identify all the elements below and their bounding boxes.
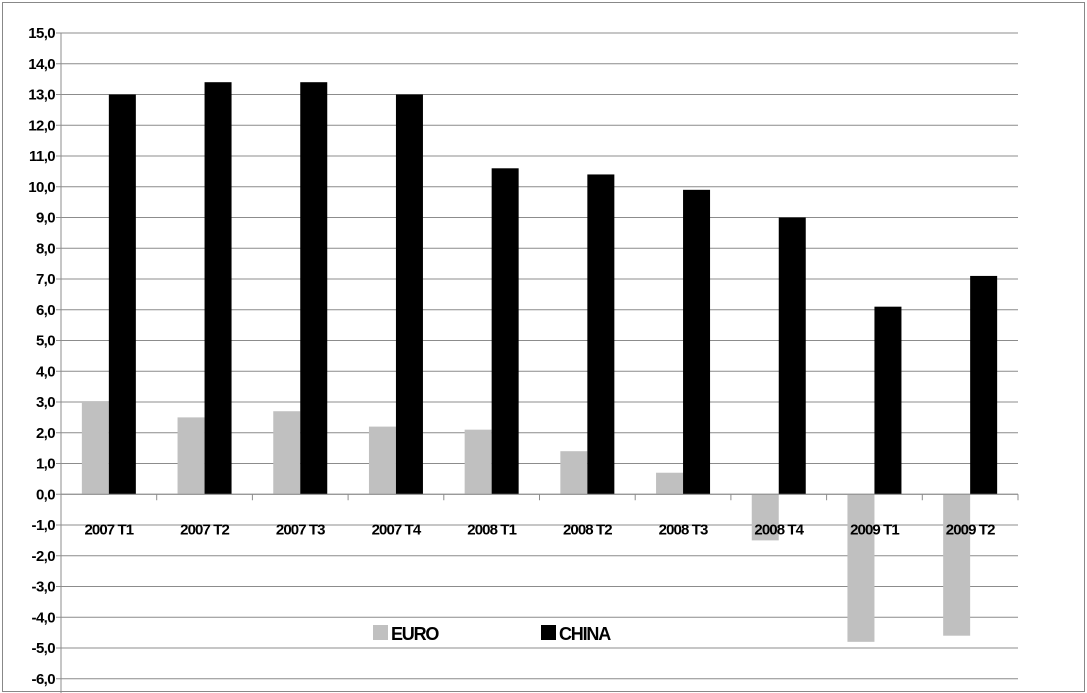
x-tick-label: 2008 T3 bbox=[659, 521, 708, 538]
y-tick-label: -5,0 bbox=[32, 640, 56, 657]
y-tick-label: -6,0 bbox=[32, 671, 56, 688]
legend-swatch-china bbox=[541, 625, 556, 640]
bar-euro-2009-t2 bbox=[943, 494, 971, 636]
bar-china-2008-t4 bbox=[778, 217, 806, 495]
y-tick-label: 13,0 bbox=[28, 87, 55, 104]
bar-euro-2007-t2 bbox=[177, 417, 205, 495]
y-tick-label: 1,0 bbox=[36, 456, 55, 473]
bar-china-2008-t2 bbox=[587, 174, 615, 495]
bar-chart: 15,0 14,0 13,0 12,0 11,0 10,0 9,0 8,0 7,0 6,0 5,0 4… bbox=[28, 25, 1019, 693]
x-tick-label: 2008 T1 bbox=[467, 521, 516, 538]
bar-euro-2009-t1 bbox=[847, 494, 875, 642]
y-tick-label: 12,0 bbox=[28, 117, 55, 134]
bar-china-2009-t1 bbox=[874, 306, 902, 495]
bar-china-2008-t1 bbox=[491, 168, 519, 495]
y-axis: 15,0 14,0 13,0 12,0 11,0 10,0 9,0 8,0 7,0 6,0 5,0 4… bbox=[28, 25, 62, 693]
bar-euro-2008-t4 bbox=[751, 494, 779, 541]
x-tick-label: 2007 T2 bbox=[180, 521, 229, 538]
y-tick-label: 3,0 bbox=[36, 394, 55, 411]
y-tick-label: -3,0 bbox=[32, 579, 56, 596]
bar-china-2008-t3 bbox=[683, 189, 711, 495]
legend: EURO CHINA bbox=[373, 624, 612, 644]
bar-china-2007-t4 bbox=[395, 94, 423, 495]
bar-china-2007-t2 bbox=[204, 82, 232, 495]
x-tick-label: 2007 T3 bbox=[276, 521, 325, 538]
legend-swatch-euro bbox=[373, 625, 388, 640]
x-tick-label: 2009 T1 bbox=[850, 521, 899, 538]
x-tick-label: 2009 T2 bbox=[946, 521, 995, 538]
y-tick-label: 7,0 bbox=[36, 271, 55, 288]
y-tick-label: 6,0 bbox=[36, 302, 55, 319]
x-tick-label: 2007 T1 bbox=[84, 521, 133, 538]
y-tick-label: 15,0 bbox=[28, 25, 55, 42]
y-tick-label: 0,0 bbox=[36, 486, 55, 503]
y-tick-label: 10,0 bbox=[28, 179, 55, 196]
bar-china-2007-t1 bbox=[108, 94, 136, 495]
x-tick-label: 2008 T4 bbox=[754, 521, 804, 538]
bar-euro-2007-t1 bbox=[81, 402, 109, 495]
bar-euro-2008-t1 bbox=[464, 429, 492, 495]
bar-euro-2007-t4 bbox=[368, 426, 396, 495]
y-tick-label: 5,0 bbox=[36, 333, 55, 350]
bar-china-2007-t3 bbox=[300, 82, 328, 495]
y-tick-label: 11,0 bbox=[29, 148, 55, 165]
y-tick-label: -2,0 bbox=[32, 548, 56, 565]
y-tick-label: 4,0 bbox=[36, 363, 55, 380]
y-tick-label: 9,0 bbox=[36, 210, 55, 227]
x-tick-label: 2008 T2 bbox=[563, 521, 612, 538]
legend-label-euro: EURO bbox=[391, 624, 439, 644]
x-axis: 2007 T1 2007 T2 2007 T3 2007 T4 2008 T1 2008 … bbox=[60, 493, 1019, 538]
y-tick-label: -4,0 bbox=[32, 609, 56, 626]
legend-label-china: CHINA bbox=[559, 624, 611, 644]
y-tick-label: 14,0 bbox=[28, 56, 55, 73]
bars bbox=[81, 82, 998, 642]
bar-euro-2008-t2 bbox=[560, 451, 588, 495]
y-tick-label: -1,0 bbox=[32, 517, 56, 534]
bar-euro-2007-t3 bbox=[273, 411, 301, 495]
x-tick-label: 2007 T4 bbox=[372, 521, 422, 538]
bar-euro-2008-t3 bbox=[656, 472, 684, 495]
y-tick-label: 8,0 bbox=[36, 240, 55, 257]
bar-china-2009-t2 bbox=[970, 275, 998, 495]
y-tick-label: 2,0 bbox=[36, 425, 55, 442]
